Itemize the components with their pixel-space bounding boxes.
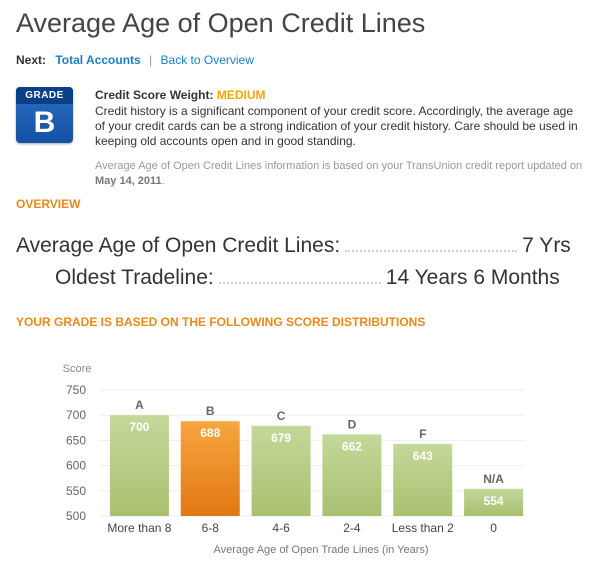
oldest-tradeline-value: 14 Years 6 Months (385, 266, 560, 289)
bar (180, 421, 240, 516)
score-distribution-heading: YOUR GRADE IS BASED ON THE FOLLOWING SCO… (16, 315, 426, 329)
x-axis-title: Average Age of Open Trade Lines (in Year… (213, 544, 428, 556)
x-tick-label: More than 8 (107, 521, 171, 535)
bar (464, 488, 524, 516)
y-tick-label: 650 (66, 433, 86, 447)
oldest-tradeline-label: Oldest Tradeline: (55, 266, 214, 289)
weight-label: Credit Score Weight: (95, 88, 214, 102)
credit-description: Credit history is a significant componen… (95, 104, 578, 148)
average-age-value: 7 Yrs (522, 234, 571, 257)
bar-grade-label: B (206, 404, 215, 418)
dotted-leader (345, 250, 518, 252)
credit-info: Credit Score Weight: MEDIUM Credit histo… (95, 88, 585, 189)
y-tick-label: 500 (66, 509, 86, 523)
score-distribution-chart: Score Average Age of Open Trade Lines (i… (63, 363, 525, 556)
bar-value-label: 688 (200, 426, 220, 440)
average-age-label: Average Age of Open Credit Lines: (16, 234, 341, 257)
next-label: Next: (16, 53, 47, 67)
bar-value-label: 643 (413, 449, 433, 463)
total-accounts-link[interactable]: Total Accounts (55, 53, 141, 67)
credit-score-weight: Credit Score Weight: MEDIUM (95, 88, 585, 103)
x-tick-label: 0 (490, 521, 497, 535)
x-tick-label: Less than 2 (392, 521, 454, 535)
grade-badge: GRADE B (16, 87, 73, 143)
bar-value-label: 662 (342, 439, 362, 453)
grade-label: GRADE (16, 87, 73, 104)
source-suffix: . (161, 175, 165, 187)
overview-heading: OVERVIEW (16, 197, 81, 211)
bar (251, 425, 311, 516)
y-axis-title: Score (63, 363, 92, 375)
source-text: Average Age of Open Credit Lines informa… (95, 160, 583, 172)
bar (109, 415, 169, 516)
bar (393, 443, 453, 516)
x-tick-label: 4-6 (272, 521, 290, 535)
report-source-note: Average Age of Open Credit Lines informa… (95, 159, 585, 189)
y-tick-label: 550 (66, 484, 86, 498)
overview-row-average-age: Average Age of Open Credit Lines: 7 Yrs (16, 234, 571, 258)
overview-row-oldest-tradeline: Oldest Tradeline: 14 Years 6 Months (55, 266, 560, 290)
bar-value-label: 700 (129, 420, 149, 434)
next-navigation: Next: Total Accounts | Back to Overview (16, 53, 254, 67)
bar-grade-label: A (135, 398, 144, 412)
bar (322, 434, 382, 516)
weight-value: MEDIUM (216, 88, 266, 102)
bar-grade-label: D (348, 417, 357, 431)
bar-grade-label: C (277, 409, 286, 423)
report-date: May 14, 2011 (95, 175, 162, 187)
y-tick-label: 750 (66, 383, 86, 397)
dotted-leader (218, 282, 381, 284)
grade-letter: B (33, 106, 56, 139)
bar-value-label: 554 (484, 494, 504, 508)
y-tick-label: 600 (66, 459, 86, 473)
x-tick-label: 6-8 (202, 521, 220, 535)
bar-value-label: 679 (271, 431, 291, 445)
y-tick-label: 700 (66, 408, 86, 422)
x-tick-label: 2-4 (343, 521, 361, 535)
back-to-overview-link[interactable]: Back to Overview (160, 53, 254, 67)
bar-grade-label: F (419, 427, 426, 441)
bar-grade-label: N/A (483, 472, 504, 486)
page-title: Average Age of Open Credit Lines (16, 8, 426, 38)
nav-separator: | (149, 53, 153, 67)
